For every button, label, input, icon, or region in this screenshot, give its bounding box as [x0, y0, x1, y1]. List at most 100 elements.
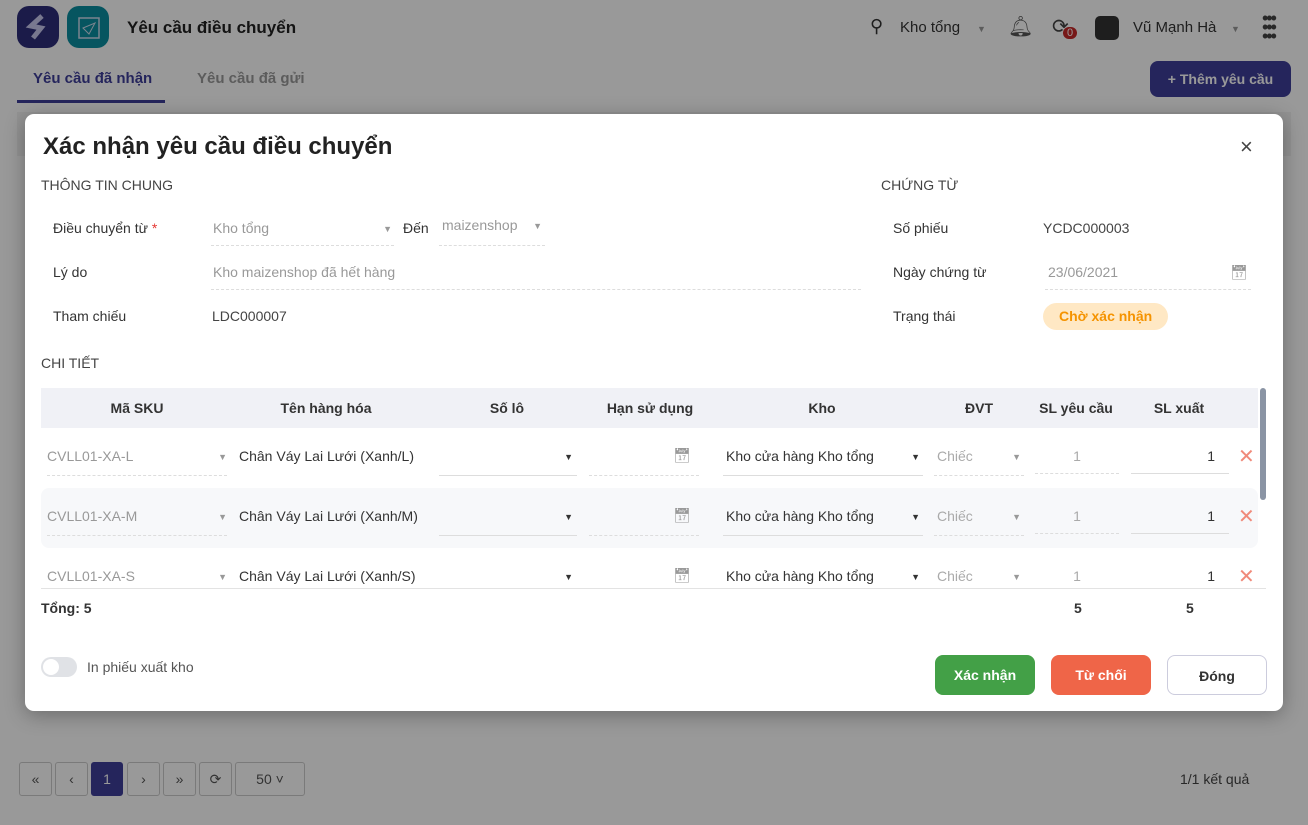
modal-title: Xác nhận yêu cầu điều chuyển: [43, 133, 393, 160]
calendar-icon[interactable]: 📅︎: [673, 447, 691, 463]
total-requested: 5: [1074, 600, 1082, 616]
prev-page-button[interactable]: ‹: [55, 762, 88, 796]
lot-select[interactable]: ▼: [439, 500, 577, 536]
avatar[interactable]: [1095, 16, 1119, 40]
voucher-date-input[interactable]: 23/06/2021 📅︎: [1045, 256, 1251, 290]
col-expiry: Hạn sử dụng: [606, 400, 694, 416]
user-name[interactable]: Vũ Mạnh Hà: [1133, 19, 1217, 36]
export-qty-input[interactable]: 1: [1131, 440, 1229, 474]
chevron-down-icon: ▼: [383, 224, 392, 234]
chevron-down-icon: ▼: [977, 24, 986, 34]
warehouse-value: Kho cửa hàng Kho tổng: [726, 568, 874, 584]
col-sku: Mã SKU: [110, 400, 164, 416]
detail-table: Mã SKU Tên hàng hóa Số lô Hạn sử dụng Kh…: [41, 388, 1258, 588]
reject-button[interactable]: Từ chối: [1051, 655, 1151, 695]
confirm-button[interactable]: Xác nhận: [935, 655, 1035, 695]
chevron-down-icon: ▼: [218, 452, 227, 462]
chevron-down-icon: ▼: [1012, 572, 1021, 582]
bell-icon[interactable]: 🔔︎: [1008, 16, 1034, 38]
next-page-button[interactable]: ›: [127, 762, 160, 796]
unit-select[interactable]: Chiếc ▼: [934, 500, 1024, 536]
product-name: Chân Váy Lai Lưới (Xanh/L): [239, 448, 414, 464]
close-button[interactable]: Đóng: [1167, 655, 1267, 695]
apps-grid-icon[interactable]: ••• ••• •••: [1262, 8, 1277, 46]
requested-qty: 1: [1035, 560, 1119, 588]
transfer-module-icon: [67, 6, 109, 48]
page-size-select[interactable]: 50 ˅: [235, 762, 305, 796]
print-toggle[interactable]: [41, 657, 77, 677]
unit-value: Chiếc: [937, 568, 973, 584]
expiry-input[interactable]: 📅︎: [589, 560, 699, 588]
unit-select[interactable]: Chiếc ▼: [934, 440, 1024, 476]
tab-sent[interactable]: Yêu cầu đã gửi: [197, 70, 305, 87]
delete-row-icon[interactable]: ✕: [1238, 506, 1255, 528]
sync-badge: 0: [1063, 27, 1078, 39]
result-count: 1/1 kết quả: [1180, 771, 1250, 787]
warehouse-selector[interactable]: Kho tổng: [900, 19, 961, 36]
chevron-down-icon: ▼: [1012, 452, 1021, 462]
total-label: Tổng: 5: [41, 600, 92, 616]
last-page-button[interactable]: »: [163, 762, 196, 796]
tab-received[interactable]: Yêu cầu đã nhận: [33, 70, 153, 87]
requested-qty: 1: [1035, 440, 1119, 474]
warehouse-select[interactable]: Kho cửa hàng Kho tổng ▼: [723, 440, 923, 476]
warehouse-select[interactable]: Kho cửa hàng Kho tổng ▼: [723, 500, 923, 536]
first-page-button[interactable]: «: [19, 762, 52, 796]
detail-heading: CHI TIẾT: [41, 355, 100, 371]
voucher-date-label: Ngày chứng từ: [893, 264, 987, 280]
status-label: Trạng thái: [893, 308, 956, 324]
add-request-button[interactable]: + Thêm yêu cầu: [1150, 61, 1291, 97]
sku-value: CVLL01-XA-S: [47, 568, 135, 584]
to-warehouse-value: maizenshop: [442, 217, 518, 233]
table-header: [41, 388, 1258, 428]
calendar-icon[interactable]: 📅︎: [673, 507, 691, 523]
requested-qty: 1: [1035, 500, 1119, 534]
col-warehouse: Kho: [808, 400, 836, 416]
delete-row-icon[interactable]: ✕: [1238, 446, 1255, 468]
col-name: Tên hàng hóa: [280, 400, 372, 416]
unit-value: Chiếc: [937, 448, 973, 464]
chevron-down-icon: ▼: [1231, 24, 1240, 34]
page-size-value: 50: [256, 771, 272, 787]
expiry-input[interactable]: 📅︎: [589, 440, 699, 476]
product-name: Chân Váy Lai Lưới (Xanh/M): [239, 508, 418, 524]
col-export: SL xuất: [1153, 400, 1205, 416]
to-label: Đến: [403, 220, 429, 236]
sku-select[interactable]: CVLL01-XA-L ▼: [47, 440, 227, 476]
unit-select[interactable]: Chiếc ▼: [934, 560, 1024, 588]
calendar-icon[interactable]: 📅︎: [1230, 264, 1248, 280]
to-warehouse-select[interactable]: maizenshop ▼: [439, 210, 545, 246]
app-logo: [17, 6, 59, 48]
reference-value: LDC000007: [212, 308, 287, 324]
warehouse-select[interactable]: Kho cửa hàng Kho tổng ▼: [723, 560, 923, 588]
expiry-input[interactable]: 📅︎: [589, 500, 699, 536]
export-qty-input[interactable]: 1: [1131, 500, 1229, 534]
reason-input[interactable]: Kho maizenshop đã hết hàng: [211, 256, 861, 290]
print-toggle-label: In phiếu xuất kho: [87, 659, 194, 675]
refresh-icon[interactable]: ⟳: [199, 762, 232, 796]
chevron-down-icon: ▼: [533, 221, 542, 231]
page-1-button[interactable]: 1: [91, 762, 123, 796]
delete-row-icon[interactable]: ✕: [1238, 566, 1255, 588]
from-warehouse-select[interactable]: Kho tổng ▼: [211, 212, 394, 246]
voucher-no-value: YCDC000003: [1043, 220, 1130, 236]
reference-label: Tham chiếu: [53, 308, 127, 324]
close-icon[interactable]: ×: [1240, 134, 1253, 159]
row-stripe: [41, 488, 1258, 548]
sku-select[interactable]: CVLL01-XA-M ▼: [47, 500, 227, 536]
col-requested: SL yêu cầu: [1039, 400, 1113, 416]
col-unit: ĐVT: [965, 400, 993, 416]
chevron-down-icon: ▼: [218, 512, 227, 522]
chevron-down-icon: ▼: [564, 452, 573, 462]
table-divider: [41, 588, 1266, 589]
unit-value: Chiếc: [937, 508, 973, 524]
toggle-knob: [43, 659, 59, 675]
lot-select[interactable]: ▼: [439, 560, 577, 588]
confirm-transfer-modal: Xác nhận yêu cầu điều chuyển × THÔNG TIN…: [25, 114, 1283, 711]
calendar-icon[interactable]: 📅︎: [673, 567, 691, 583]
sku-select[interactable]: CVLL01-XA-S ▼: [47, 560, 227, 588]
export-qty-input[interactable]: 1: [1131, 560, 1229, 588]
lot-select[interactable]: ▼: [439, 440, 577, 476]
table-scrollbar[interactable]: [1260, 388, 1266, 500]
col-lot: Số lô: [489, 400, 525, 416]
